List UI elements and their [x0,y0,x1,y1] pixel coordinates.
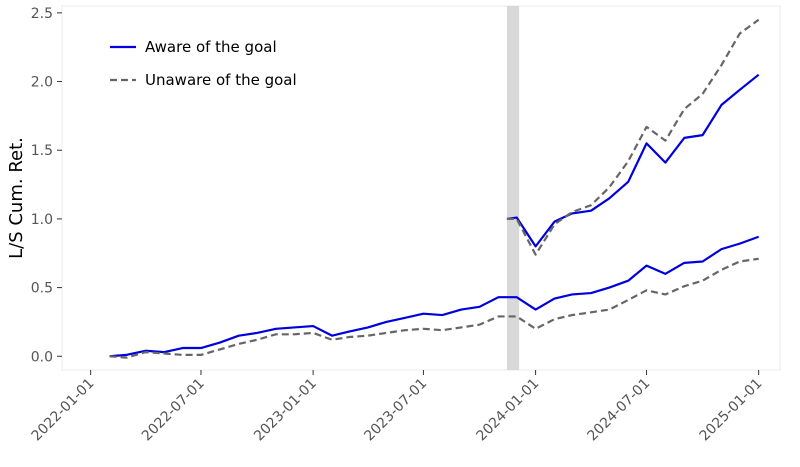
y-tick-label: 1.5 [31,143,53,159]
y-axis-title: L/S Cum. Ret. [6,137,27,259]
x-tick-label: 2022-07-01 [139,376,208,445]
y-tick-label: 0.0 [31,349,53,365]
x-tick-label: 2023-07-01 [361,376,430,445]
x-tick-label: 2025-01-01 [697,376,766,445]
x-tick-label: 2024-07-01 [584,376,653,445]
x-tick-label: 2023-01-01 [251,376,320,445]
legend-label-0: Aware of the goal [145,38,277,56]
y-tick-label: 0.5 [31,281,53,297]
legend-label-1: Unaware of the goal [145,71,297,89]
y-tick-label: 2.0 [31,75,53,91]
y-tick-label: 1.0 [31,212,53,228]
plot-area [61,5,781,371]
y-tick-label: 2.5 [31,6,53,22]
series-line-aware-0 [109,235,760,358]
shaded-period [506,6,520,370]
series-line-aware-2 [506,73,760,248]
series-line-unaware-3 [506,18,760,256]
x-tick-label: 2022-01-01 [29,376,98,445]
x-tick-label: 2024-01-01 [474,376,543,445]
